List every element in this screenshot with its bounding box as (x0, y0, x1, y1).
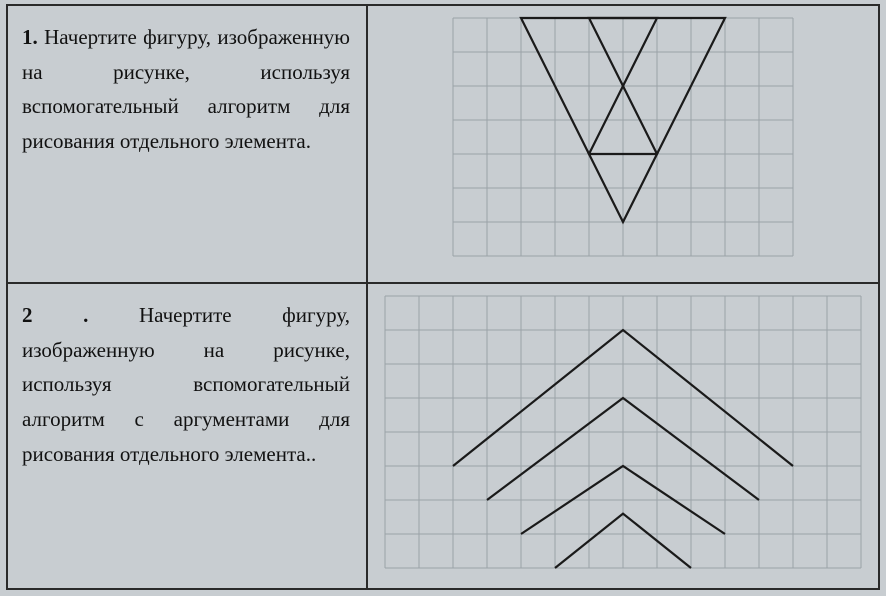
grid-figure (379, 290, 867, 574)
task-table: 1. Начертите фигуру, изображенную на рис… (6, 4, 880, 590)
task-body: Начертите фигуру, изображенную на рисунк… (22, 303, 350, 466)
task-body: Начертите фигуру, изображенную на рисунк… (22, 25, 350, 153)
task-figure-cell (368, 284, 878, 588)
task-number: 1. (22, 25, 38, 49)
grid-figure (447, 12, 799, 262)
task-number: 2 . (22, 303, 88, 327)
task-figure-cell (368, 6, 878, 282)
task-row: 2 . Начертите фигуру, изображенную на ри… (8, 284, 878, 588)
task-text-cell: 2 . Начертите фигуру, изображенную на ри… (8, 284, 368, 588)
task-row: 1. Начертите фигуру, изображенную на рис… (8, 6, 878, 284)
task-text-cell: 1. Начертите фигуру, изображенную на рис… (8, 6, 368, 282)
